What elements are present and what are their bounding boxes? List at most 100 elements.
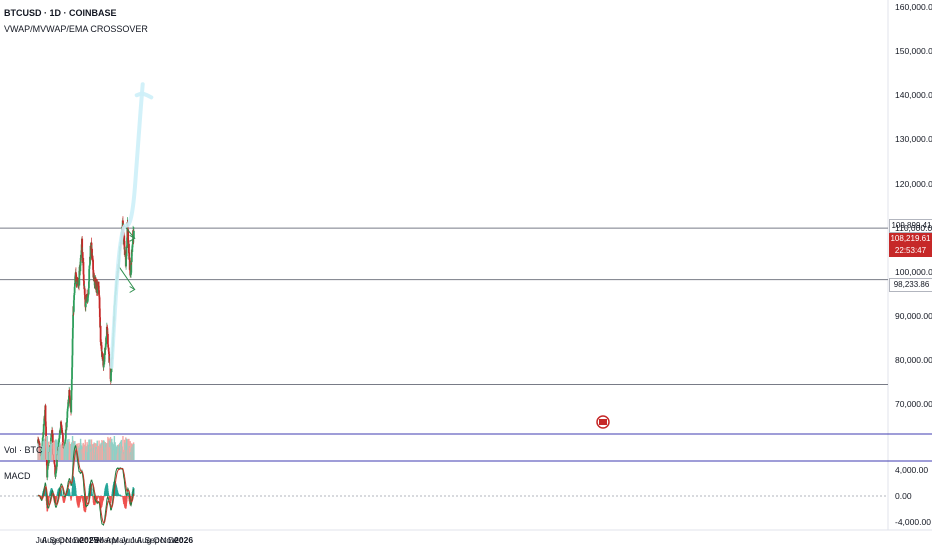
candle-body bbox=[125, 259, 127, 267]
candle-body bbox=[107, 344, 110, 348]
macd-histogram-bar bbox=[61, 495, 63, 496]
candle-body bbox=[101, 354, 104, 357]
macd-histogram-bar bbox=[91, 493, 93, 496]
candle-body bbox=[103, 353, 106, 362]
candle-body bbox=[65, 422, 68, 428]
time-tick-label: Aug bbox=[41, 535, 57, 545]
volume-bar bbox=[52, 442, 55, 460]
candle-body bbox=[102, 356, 104, 360]
candle-body bbox=[71, 338, 74, 356]
candle-body bbox=[83, 281, 85, 286]
candle-body bbox=[60, 421, 63, 425]
candle-body bbox=[96, 288, 99, 292]
macd-histogram-bar bbox=[107, 492, 110, 496]
candle-body bbox=[79, 258, 82, 266]
candle-body bbox=[75, 274, 78, 282]
time-tick-label: Jun bbox=[121, 535, 135, 545]
macd-histogram-bar bbox=[70, 496, 72, 500]
time-tick-label: Dec bbox=[73, 535, 89, 545]
macd-histogram-bar bbox=[70, 496, 73, 498]
time-tick-label: Jul bbox=[130, 535, 142, 545]
volume-pane-label: Vol · BTC bbox=[4, 445, 43, 455]
candle-body bbox=[85, 298, 88, 303]
macd-tick-label: 0.00 bbox=[895, 491, 912, 501]
macd-histogram-bar bbox=[97, 495, 100, 497]
macd-histogram-bar bbox=[56, 496, 58, 498]
macd-histogram-bar bbox=[48, 496, 50, 498]
candle-body bbox=[71, 355, 74, 368]
candle-body bbox=[110, 367, 113, 373]
volume-bar bbox=[43, 438, 45, 460]
candle-body bbox=[100, 345, 103, 352]
candle-body bbox=[88, 268, 91, 282]
candle-body bbox=[130, 249, 133, 262]
time-tick-label: Sep bbox=[49, 535, 65, 545]
candle-body bbox=[106, 333, 109, 345]
candle-body bbox=[130, 260, 133, 273]
time-tick-label: Nov bbox=[65, 535, 81, 545]
macd-histogram-bar bbox=[131, 495, 133, 497]
candle-body bbox=[127, 229, 130, 243]
macd-histogram-bar bbox=[48, 495, 51, 497]
macd-histogram-bar bbox=[81, 495, 83, 496]
candle-body bbox=[88, 266, 91, 269]
price-tick-label: 150,000.00 bbox=[895, 46, 932, 57]
candle-body bbox=[68, 390, 71, 397]
candle-body bbox=[64, 429, 67, 439]
price-tick-label: 80,000.00 bbox=[895, 355, 932, 366]
macd-histogram-bar bbox=[75, 490, 77, 496]
candle-body bbox=[132, 230, 135, 239]
macd-line bbox=[37, 445, 135, 526]
candle-body bbox=[103, 361, 106, 365]
candle-body bbox=[44, 405, 47, 422]
channel-upper-line-arrow bbox=[129, 234, 136, 242]
candle-body bbox=[46, 470, 49, 478]
candle-body bbox=[48, 457, 50, 464]
candle-body bbox=[61, 427, 63, 431]
time-tick-label: Feb bbox=[89, 535, 105, 545]
resistance-price-label: 109,899.41 bbox=[889, 219, 932, 233]
macd-histogram-bar bbox=[120, 495, 122, 496]
candle-body bbox=[131, 238, 134, 245]
time-tick-label: Jul bbox=[35, 535, 47, 545]
candle-body bbox=[64, 439, 67, 442]
candle-body bbox=[87, 288, 90, 295]
candle-body bbox=[82, 274, 85, 282]
candle-body bbox=[70, 390, 73, 401]
time-tick-label: Mar bbox=[96, 535, 112, 545]
volume-bar bbox=[68, 441, 71, 460]
channel-lower-line bbox=[117, 264, 136, 290]
candle-body bbox=[70, 379, 73, 391]
time-tick-label: May bbox=[111, 535, 128, 545]
macd-histogram-bar bbox=[102, 496, 105, 500]
candle-body bbox=[41, 437, 44, 444]
candle-body bbox=[68, 395, 70, 404]
macd-histogram-bar bbox=[87, 496, 89, 499]
candle-body bbox=[71, 367, 73, 380]
volume-bar bbox=[129, 441, 131, 460]
candle-body bbox=[98, 295, 101, 298]
us-flag-stripes bbox=[599, 419, 607, 425]
macd-histogram-bar bbox=[110, 496, 113, 499]
candle-body bbox=[81, 252, 84, 263]
macd-histogram-bar bbox=[48, 496, 50, 501]
candle-body bbox=[88, 281, 90, 289]
macd-tick-label: -4,000.00 bbox=[895, 517, 931, 528]
candle-body bbox=[51, 434, 54, 443]
macd-histogram-bar bbox=[126, 496, 128, 499]
macd-histogram-bar bbox=[117, 494, 120, 496]
candle-body bbox=[62, 435, 64, 443]
time-tick-label: Oct bbox=[58, 535, 72, 545]
candle-body bbox=[70, 400, 73, 413]
candle-body bbox=[81, 238, 84, 253]
candle-body bbox=[98, 297, 101, 309]
candle-body bbox=[131, 247, 134, 252]
symbol-title: BTCUSD · 1D · COINBASE bbox=[4, 8, 117, 18]
price-tick-label: 140,000.00 bbox=[895, 90, 932, 101]
macd-histogram-bar bbox=[133, 488, 135, 496]
candle-body bbox=[126, 237, 129, 248]
macd-histogram-bar bbox=[121, 495, 123, 497]
time-tick-label: Apr bbox=[105, 535, 119, 545]
